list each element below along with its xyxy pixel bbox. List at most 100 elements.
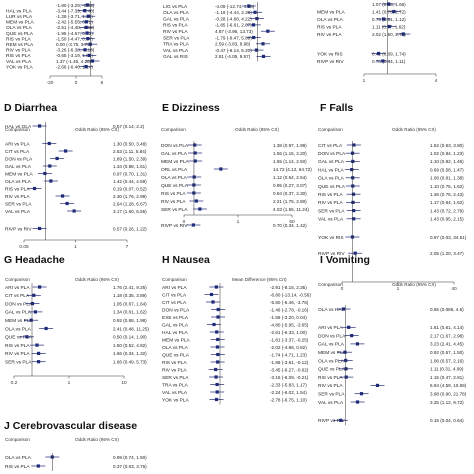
row-comparison-h: TRA vs PLA (162, 382, 189, 388)
point-marker-top-left (87, 53, 91, 57)
row-comparison-i: QUE vs PLA (318, 367, 346, 373)
row-comparison-g: SER vs PLA (5, 360, 32, 366)
x-tick-label-g: 1 (68, 380, 71, 386)
point-marker-top-left (83, 9, 87, 13)
row-estimate-d: 0.97 (0.70, 1.31) (113, 171, 147, 176)
header-comparison-d: Comparison (5, 127, 30, 132)
x-tick-label-d: 1 (74, 244, 77, 250)
row-comparison-top-right: RIV vs PLA (317, 32, 342, 38)
row-estimate-top-middle: -1.85 (-6.61, 2.87) (215, 23, 252, 28)
row-estimate-h: -1.58 (-3.20, 0.04) (270, 315, 307, 320)
point-marker-top-left (90, 59, 95, 63)
row-comparison-e: GAL vs PLA (161, 151, 188, 157)
row-comparison-i: MEM vs PLA (318, 350, 347, 356)
row-estimate-top-middle: -4.09 (-12.74, 4.56) (215, 4, 255, 9)
row-comparison-g: RIV vs PLA (5, 351, 30, 357)
row-estimate-h: -1.74 (-4.71, 1.23) (270, 352, 307, 357)
point-marker-d (48, 164, 52, 168)
row-comparison-g: GAL vs PLA (5, 310, 32, 316)
point-marker-top-middle (255, 17, 259, 21)
point-marker-top-left (85, 3, 89, 7)
point-marker-e (198, 207, 202, 211)
point-marker-top-right (382, 17, 386, 21)
row-estimate-g: 1.76 (2.41, 9.25) (113, 285, 147, 290)
header-estimate-f: Odds Ratio (95% CrI) (392, 127, 436, 132)
row-estimate-h: -3.15 (-6.09, -0.21) (270, 375, 309, 380)
row-comparison-top-left: QUE vs PLA (6, 31, 34, 37)
point-marker-g (37, 351, 41, 355)
row-estimate-i: 1.11 (0.31, 4.09) (430, 367, 464, 372)
point-marker-i (343, 350, 347, 354)
row-comparison-d: DON vs PLA (5, 156, 33, 162)
point-marker-top-left (85, 31, 89, 35)
point-marker-g (33, 310, 37, 314)
row-comparison-f: SER vs PLA (318, 208, 345, 214)
row-comparison-top-left: MEM vs PLA (6, 20, 35, 26)
row-comparison-top-left: YOK vs PLA (6, 64, 33, 70)
row-estimate-top-left: -1.29 (-3.71, 1.13) (56, 14, 93, 19)
row-estimate-f: 1.10 (0.82, 1.46) (430, 159, 464, 164)
point-marker-top-left (84, 20, 88, 24)
row-estimate-d: 1.30 (0.50, 3.48) (113, 141, 147, 146)
row-estimate-d: 1.89 (1.50, 2.39) (113, 156, 147, 161)
row-estimate-top-middle: -0.28 (-4.68, 4.22) (215, 16, 252, 21)
point-marker-f (352, 217, 356, 221)
row-comparison-top-right: OLA vs PLA (317, 17, 344, 23)
row-estimate-h: -2.91 (-8.15, 2.35) (270, 285, 307, 290)
row-estimate-g: 1.66 (0.49, 5.73) (113, 360, 147, 365)
panel-title-f: F Falls (320, 102, 353, 114)
row-comparison-top-right: MEM vs PLA (317, 9, 346, 15)
row-estimate-h: -6.80 (-13.14, -0.56) (270, 292, 311, 297)
point-marker-d (60, 194, 65, 198)
row-comparison-h: CIT vs PLA (162, 292, 187, 298)
point-marker-g (38, 285, 42, 289)
row-estimate-d: 0.57 (0.14, 2.2) (113, 124, 145, 129)
row-estimate-top-left: -3.44 (-7.39, -0.40) (56, 8, 95, 13)
row-comparison-d: RIS vs PLA (5, 186, 30, 192)
header-comparison-i: Comparison (318, 282, 343, 287)
row-estimate-g: 0.50 (0.14, 1.90) (113, 335, 147, 340)
row-comparison-d: CIT vs PLA (5, 149, 30, 155)
row-estimate-top-left: -2.66 (-6.46, 1.14) (56, 64, 93, 69)
row-comparison-f: CIT vs PLA (318, 143, 343, 149)
row-estimate-d: 2.64 (1.28, 6.67) (113, 201, 147, 206)
row-estimate-g: 1.34 (0.61, 1.62) (113, 310, 147, 315)
point-marker-d (32, 186, 37, 191)
row-comparison-top-left: REM vs PLA (6, 42, 34, 48)
row-estimate-h: -2.02 (-4.86, 0.82) (270, 345, 307, 350)
row-comparison-f: DON vs PLA (318, 151, 346, 157)
point-marker-e (219, 167, 223, 171)
header-estimate-g: Odds Ratio (95% CrI) (75, 277, 119, 282)
row-estimate-i: 0.65 (0.085, 4.5) (430, 307, 464, 312)
point-marker-h (214, 367, 218, 372)
row-comparison-g: ARI vs PLA (5, 285, 30, 291)
point-marker-g (32, 293, 36, 297)
row-comparison-h: VAL vs PLA (162, 390, 188, 396)
point-marker-i (341, 307, 346, 311)
point-marker-e (191, 223, 195, 227)
point-marker-i (350, 334, 354, 338)
point-marker-e (193, 143, 197, 147)
row-estimate-g: 1.66 (0.34, 1.32) (113, 351, 147, 356)
point-marker-e (193, 159, 197, 163)
point-marker-top-left (83, 48, 87, 52)
row-estimate-h: -2.78 (-6.75, 1.10) (270, 397, 307, 402)
row-comparison-top-middle: RIS vs PLA (163, 23, 188, 29)
row-estimate-top-left: 1.37 (-1.46, 4.20) (56, 59, 92, 64)
point-marker-i (344, 367, 348, 371)
row-comparison-i: OLA vs PLA (318, 358, 345, 364)
row-estimate-h: -2.24 (-6.02, 1.54) (270, 390, 307, 395)
panel-title-i: I Vomiting (320, 254, 370, 266)
header-estimate-j: Odds Ratio (95% CrI) (75, 437, 119, 442)
point-marker-h (216, 337, 220, 342)
point-marker-top-middle (261, 42, 265, 46)
row-comparison-f: VAL vs PLA (318, 217, 344, 223)
row-estimate-e: 0.94 (0.37, 2.30) (273, 191, 307, 196)
point-marker-top-left (86, 37, 90, 41)
row-comparison-top-right: RIVP vs RIV (317, 59, 344, 65)
point-marker-d (37, 124, 42, 128)
row-estimate-h: -1.81 (-3.37, -0.25) (270, 337, 309, 342)
row-comparison-e: SER vs PLA (161, 207, 188, 213)
point-marker-i (355, 400, 360, 404)
row-comparison-top-left: RIS vs PLA (6, 53, 31, 59)
